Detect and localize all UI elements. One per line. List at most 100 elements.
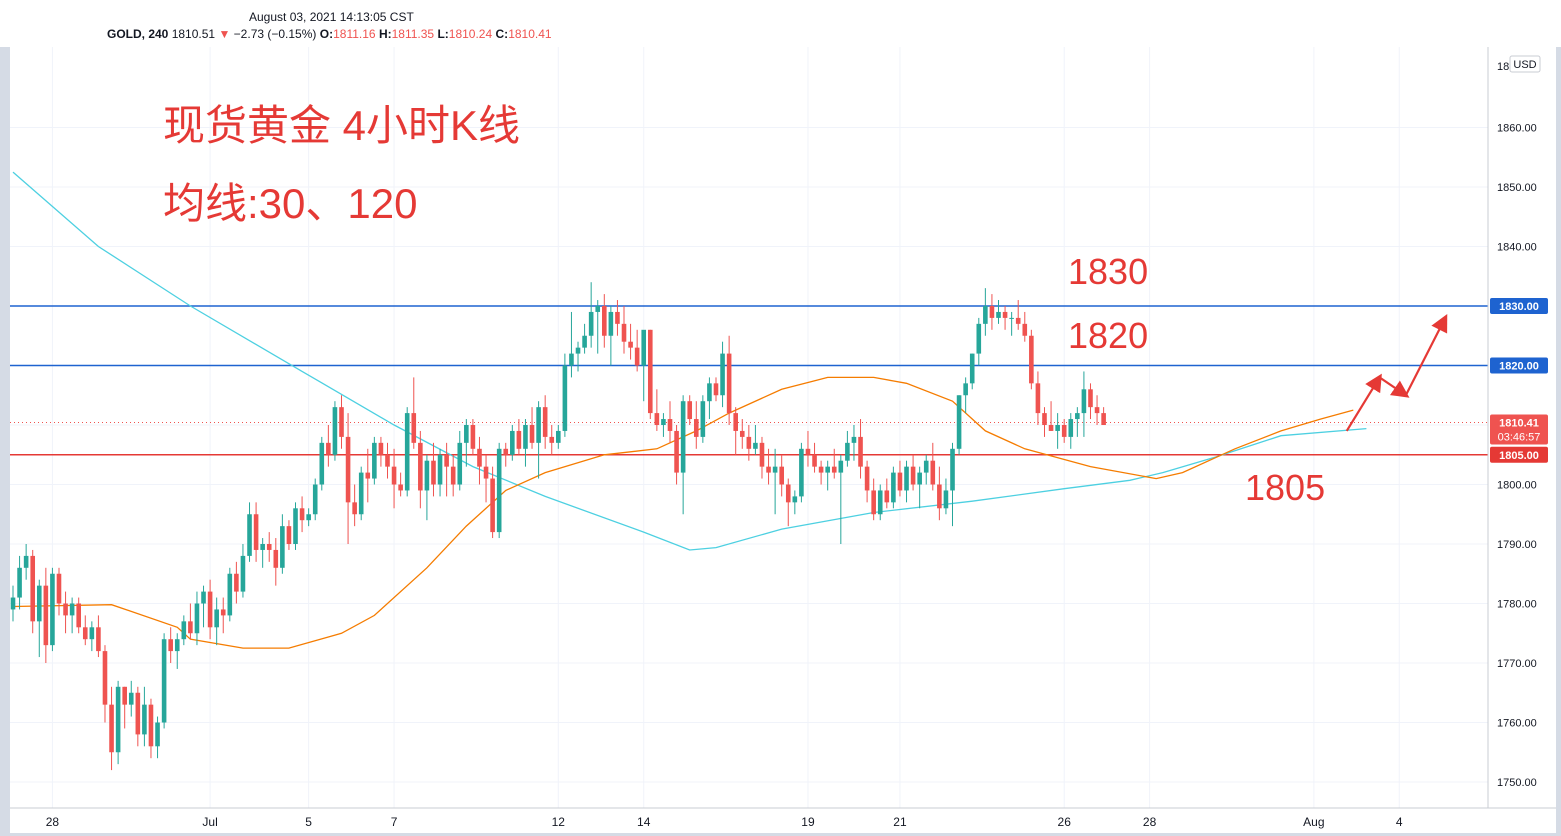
candle-body	[542, 407, 548, 437]
tag-1830-value: 1830.00	[1499, 301, 1539, 313]
candle	[891, 466, 896, 509]
candle-body	[1022, 323, 1028, 336]
candle-body	[1035, 383, 1041, 414]
candle-body	[1048, 425, 1054, 431]
candle-body	[201, 591, 206, 604]
candle-body	[904, 466, 909, 491]
candle-body	[1075, 413, 1080, 420]
candle	[602, 294, 607, 348]
candle-body	[260, 544, 265, 550]
candle-body	[168, 639, 173, 652]
candle	[772, 448, 778, 515]
candle	[983, 288, 988, 336]
candle-body	[851, 436, 857, 443]
candle	[1075, 407, 1080, 437]
candle-body	[845, 442, 850, 461]
candle-body	[293, 508, 298, 544]
candle-body	[720, 353, 725, 396]
candle	[556, 425, 561, 449]
candle	[220, 597, 226, 634]
candle	[82, 615, 88, 646]
candle	[529, 407, 535, 449]
tag-last-bg	[1490, 414, 1548, 445]
candle	[464, 419, 469, 467]
candle	[1101, 407, 1106, 425]
candle-body	[805, 448, 811, 455]
candle-body	[766, 466, 771, 473]
candle	[996, 300, 1001, 324]
high-value: 1811.35	[391, 27, 435, 41]
moving-averages	[12, 171, 1367, 649]
candle	[1088, 383, 1093, 420]
candle-body	[109, 704, 114, 753]
candle-body	[575, 347, 581, 354]
candle	[201, 585, 206, 628]
candle-body	[746, 436, 752, 449]
candle-body	[122, 686, 127, 705]
candle-body	[464, 425, 469, 443]
candle	[56, 567, 62, 616]
candle	[214, 597, 219, 646]
tag-1820-bg	[1490, 357, 1548, 374]
candle	[884, 478, 890, 509]
candle	[877, 484, 883, 521]
time-axis[interactable]: 28 Jul 5 7 12 14 19 21 26 28 Aug 4	[46, 815, 1403, 829]
candle	[825, 460, 830, 491]
candle	[536, 401, 541, 479]
candle-body	[391, 466, 397, 485]
candle-body	[549, 436, 555, 443]
candle-body	[188, 621, 193, 634]
candle	[273, 538, 279, 586]
candle	[746, 425, 752, 461]
candle-body	[753, 442, 758, 449]
candle	[549, 425, 555, 455]
candle-body	[707, 383, 712, 402]
candle	[562, 353, 568, 437]
candle-body	[207, 591, 213, 628]
candle-body	[319, 442, 325, 485]
candle	[582, 323, 587, 354]
time-tick-label: 19	[801, 815, 815, 829]
candle-body	[588, 311, 594, 336]
candle	[588, 282, 594, 348]
high-label: H:	[378, 27, 392, 41]
candle-body	[155, 722, 160, 747]
candle-body	[536, 407, 541, 443]
candle-body	[943, 490, 949, 509]
candle	[864, 460, 870, 503]
low-value: 1810.24	[448, 27, 493, 41]
candle-body	[306, 514, 311, 521]
candle-body	[602, 306, 607, 336]
candle-body	[220, 609, 226, 616]
candle-body	[700, 401, 706, 437]
candle	[634, 329, 640, 372]
candle	[805, 430, 811, 467]
candle-body	[194, 603, 200, 634]
candle-body	[1088, 389, 1093, 408]
candle	[503, 442, 509, 467]
price-tick-label: 1770.00	[1497, 658, 1537, 670]
candle	[490, 466, 495, 539]
time-tick-label: 28	[1143, 815, 1157, 829]
candle-body	[1009, 317, 1014, 319]
candle-body	[358, 472, 364, 515]
candle-body	[450, 466, 456, 485]
candle-body	[490, 478, 495, 533]
currency-button[interactable]: USD	[1509, 55, 1541, 73]
price-tags: 1830.00 1820.00 1810.41 03:46:57 1805.00	[1490, 298, 1548, 463]
time-tick-label: 14	[637, 815, 651, 829]
ma120-line	[12, 171, 1367, 551]
annotation-s1: 1805	[1245, 467, 1325, 508]
tag-1830-bg	[1490, 298, 1548, 314]
candle	[707, 377, 712, 420]
candle	[759, 436, 765, 479]
candle	[207, 579, 213, 640]
tag-last-countdown: 03:46:57	[1498, 432, 1541, 444]
candle	[989, 294, 995, 330]
candle-body	[569, 353, 574, 366]
candle-body	[1042, 413, 1047, 425]
candle-body	[687, 401, 693, 420]
candle	[1042, 407, 1047, 437]
candle-body	[372, 442, 377, 479]
